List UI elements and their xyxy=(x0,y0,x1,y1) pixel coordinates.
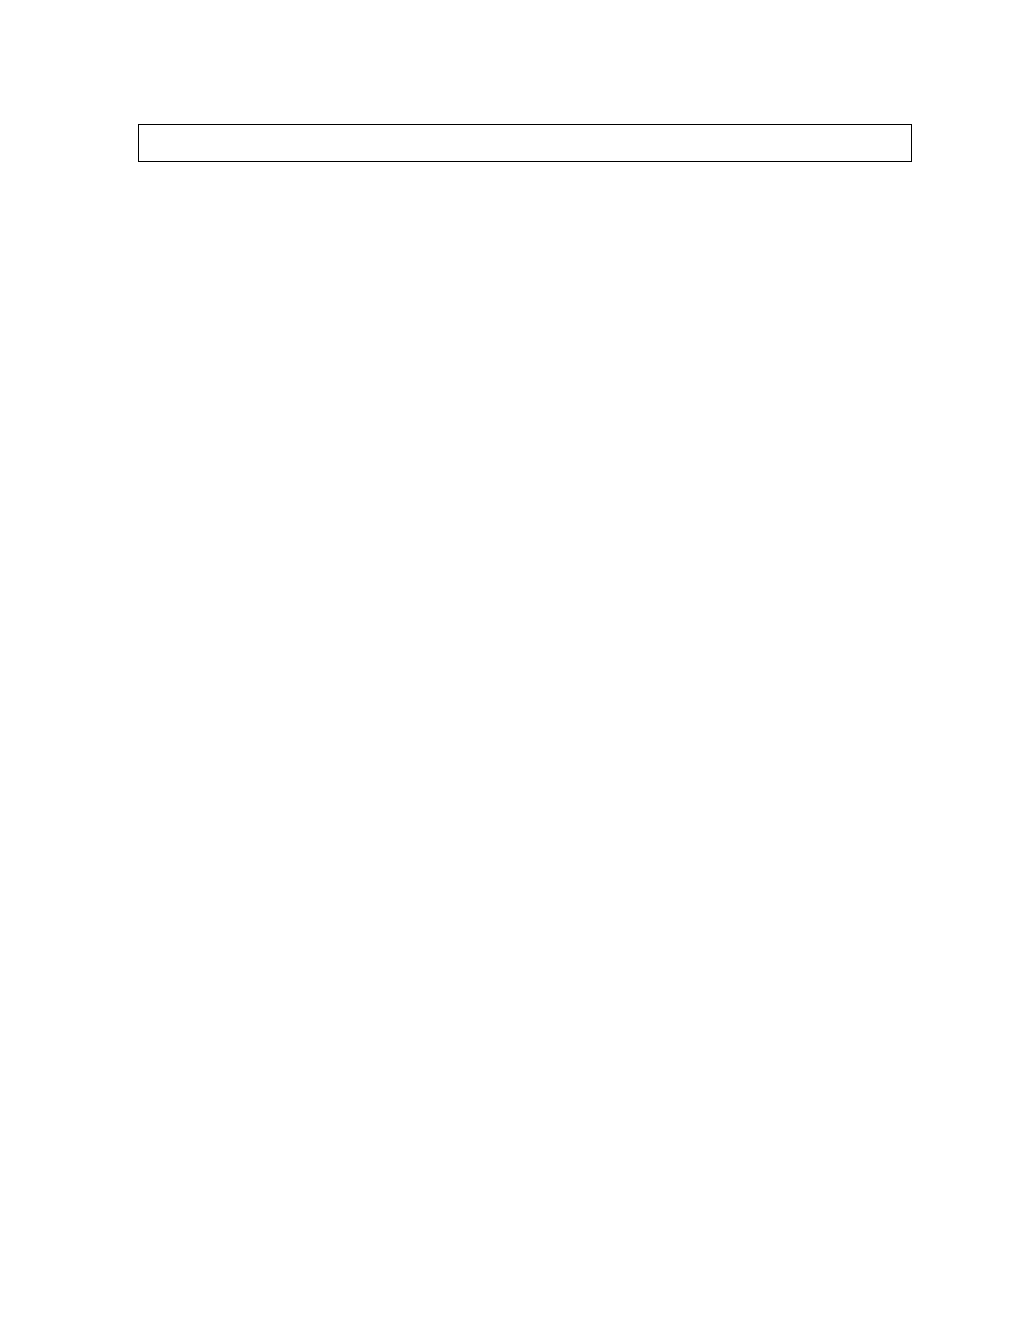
figure-2-nicomedes xyxy=(130,436,920,679)
polar-equation-box xyxy=(138,124,912,162)
figure-1-sinusoid-conchoid xyxy=(130,196,920,396)
